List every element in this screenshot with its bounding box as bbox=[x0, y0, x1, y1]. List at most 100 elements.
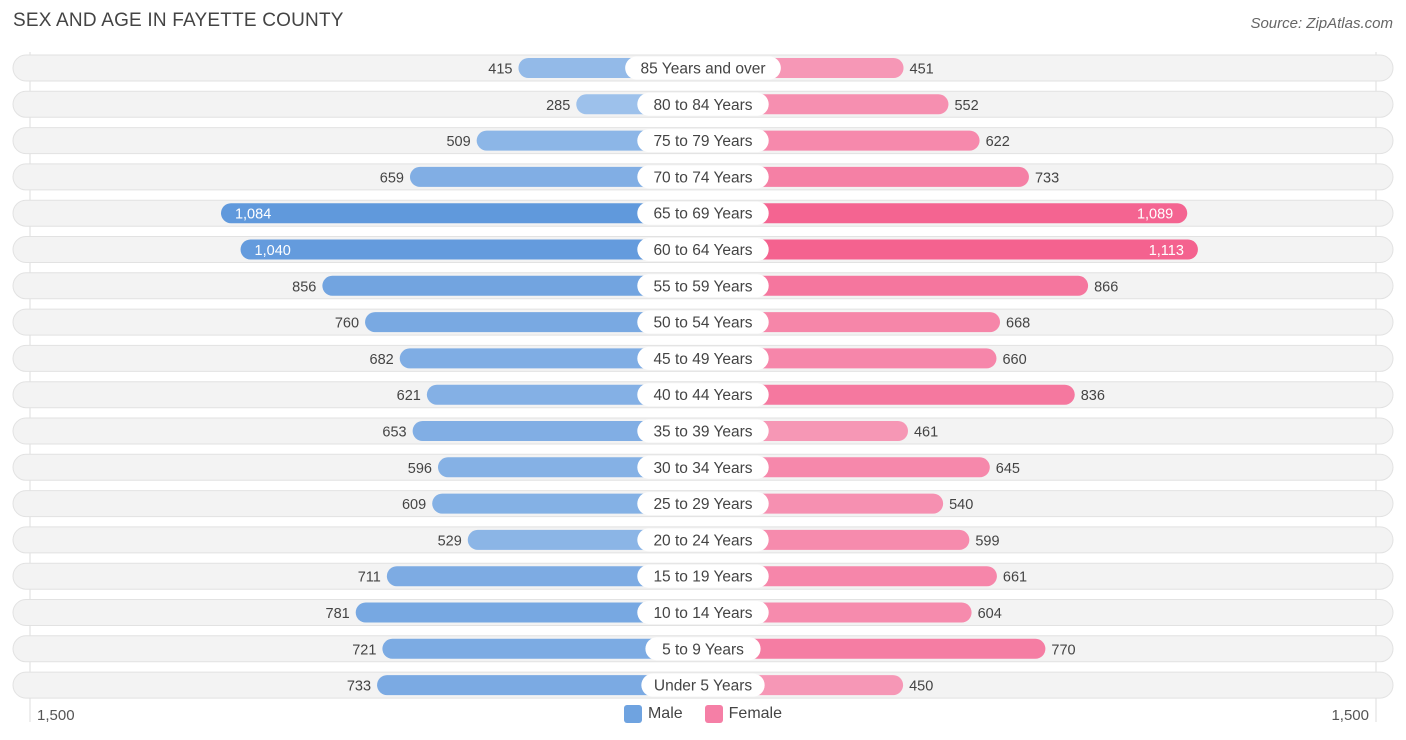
male-value-label: 415 bbox=[488, 62, 512, 78]
female-value-label: 461 bbox=[914, 425, 938, 441]
male-value-label: 760 bbox=[335, 316, 359, 332]
male-bar[interactable] bbox=[437, 457, 703, 478]
male-bar[interactable] bbox=[409, 166, 703, 187]
category-label-pill bbox=[637, 129, 769, 153]
category-label-pill bbox=[637, 238, 769, 261]
female-bar[interactable] bbox=[703, 529, 970, 550]
chart-row: 1,084 1,089 65 to 69 Years bbox=[12, 199, 1394, 227]
male-value-label: 285 bbox=[546, 98, 570, 114]
category-label-pill bbox=[645, 637, 761, 661]
category-label-pill bbox=[637, 346, 769, 370]
chart-row: 529 599 20 to 24 Years bbox=[12, 526, 1394, 554]
female-value-label: 552 bbox=[954, 98, 978, 114]
chart-row: 781 604 10 to 14 Years bbox=[12, 599, 1394, 626]
male-value-label: 1,084 bbox=[235, 207, 271, 223]
female-bar[interactable] bbox=[703, 130, 980, 151]
female-value-label: 645 bbox=[996, 461, 1020, 477]
category-label: 80 to 84 Years bbox=[653, 97, 752, 114]
male-value-label: 609 bbox=[402, 497, 426, 513]
male-value-label: 682 bbox=[370, 352, 394, 368]
category-label: 65 to 69 Years bbox=[653, 206, 752, 223]
category-label: 20 to 24 Years bbox=[653, 532, 752, 549]
female-bar[interactable] bbox=[703, 203, 1188, 224]
chart-row: 509 622 75 to 79 Years bbox=[12, 127, 1394, 155]
category-label-pill bbox=[625, 56, 781, 80]
male-bar[interactable] bbox=[377, 675, 703, 696]
category-label: 25 to 29 Years bbox=[653, 496, 752, 513]
category-label-pill bbox=[637, 419, 769, 443]
male-bar[interactable] bbox=[426, 384, 703, 405]
chart-row: 760 668 50 to 54 Years bbox=[12, 308, 1394, 336]
chart-row: 733 450 Under 5 Years bbox=[12, 671, 1394, 699]
female-value-label: 770 bbox=[1051, 642, 1075, 658]
male-value-label: 509 bbox=[446, 134, 470, 150]
category-label-pill bbox=[637, 201, 769, 225]
chart-row: 621 836 40 to 44 Years bbox=[12, 381, 1394, 409]
male-bar[interactable] bbox=[386, 566, 703, 587]
category-label-pill bbox=[637, 492, 769, 516]
male-bar[interactable] bbox=[432, 493, 703, 514]
male-swatch bbox=[623, 705, 642, 723]
female-value-label: 660 bbox=[1002, 352, 1026, 368]
category-label-pill bbox=[637, 528, 769, 552]
male-bar[interactable] bbox=[240, 239, 703, 260]
female-value-label: 733 bbox=[1035, 170, 1059, 186]
category-label: 50 to 54 Years bbox=[653, 315, 752, 332]
axis-left-label: 1,500 bbox=[37, 707, 75, 724]
chart-row: 596 645 30 to 34 Years bbox=[12, 453, 1394, 481]
male-bar[interactable] bbox=[399, 348, 703, 369]
legend-label-male: Male bbox=[647, 705, 683, 722]
female-value-label: 866 bbox=[1094, 279, 1118, 295]
chart-row: 856 866 55 to 59 Years bbox=[12, 272, 1394, 300]
legend-label-female: Female bbox=[728, 705, 783, 722]
male-bar[interactable] bbox=[220, 203, 704, 224]
female-bar[interactable] bbox=[703, 275, 1089, 296]
female-bar[interactable] bbox=[703, 638, 1046, 659]
category-label-pill bbox=[641, 673, 765, 697]
category-label-pill bbox=[637, 564, 769, 588]
female-bar[interactable] bbox=[703, 166, 1029, 187]
category-label-pill bbox=[637, 310, 769, 334]
category-label: 5 to 9 Years bbox=[662, 641, 744, 658]
female-bar[interactable] bbox=[703, 457, 990, 478]
male-bar[interactable] bbox=[322, 275, 703, 296]
category-label: Under 5 Years bbox=[654, 678, 752, 695]
male-value-label: 856 bbox=[292, 279, 316, 295]
axis-right-label: 1,500 bbox=[1331, 707, 1369, 724]
female-bar[interactable] bbox=[703, 348, 997, 369]
category-label: 75 to 79 Years bbox=[653, 133, 752, 150]
male-value-label: 659 bbox=[380, 170, 404, 186]
category-label: 30 to 34 Years bbox=[653, 460, 752, 477]
category-label-pill bbox=[637, 274, 769, 298]
legend-item-male[interactable]: Male bbox=[623, 705, 683, 723]
female-value-label: 450 bbox=[909, 679, 933, 695]
category-label-pill bbox=[637, 165, 769, 189]
male-bar[interactable] bbox=[355, 602, 703, 623]
chart-title: SEX AND AGE IN FAYETTE COUNTY bbox=[13, 10, 344, 31]
category-label: 85 Years and over bbox=[641, 61, 766, 78]
male-bar[interactable] bbox=[412, 421, 703, 441]
female-value-label: 661 bbox=[1003, 570, 1027, 586]
category-label: 45 to 49 Years bbox=[653, 351, 752, 368]
female-bar[interactable] bbox=[703, 602, 972, 623]
category-label-pill bbox=[637, 92, 769, 116]
female-bar[interactable] bbox=[703, 566, 997, 587]
legend-item-female[interactable]: Female bbox=[704, 705, 783, 723]
chart-row: 609 540 25 to 29 Years bbox=[12, 490, 1394, 518]
chart-row: 1,040 1,113 60 to 64 Years bbox=[12, 236, 1394, 263]
female-bar[interactable] bbox=[703, 384, 1075, 405]
female-value-label: 604 bbox=[978, 606, 1002, 622]
male-bar[interactable] bbox=[382, 638, 703, 659]
category-label: 40 to 44 Years bbox=[653, 387, 752, 404]
category-label: 55 to 59 Years bbox=[653, 278, 752, 295]
legend: Male Female bbox=[0, 705, 1406, 723]
female-bar[interactable] bbox=[703, 239, 1198, 260]
chart-row: 682 660 45 to 49 Years bbox=[12, 344, 1394, 372]
male-value-label: 596 bbox=[408, 461, 432, 477]
female-bar[interactable] bbox=[703, 312, 1001, 333]
male-bar[interactable] bbox=[365, 312, 703, 333]
female-value-label: 622 bbox=[986, 134, 1010, 150]
category-label: 60 to 64 Years bbox=[653, 242, 752, 259]
female-value-label: 1,113 bbox=[1149, 243, 1184, 259]
